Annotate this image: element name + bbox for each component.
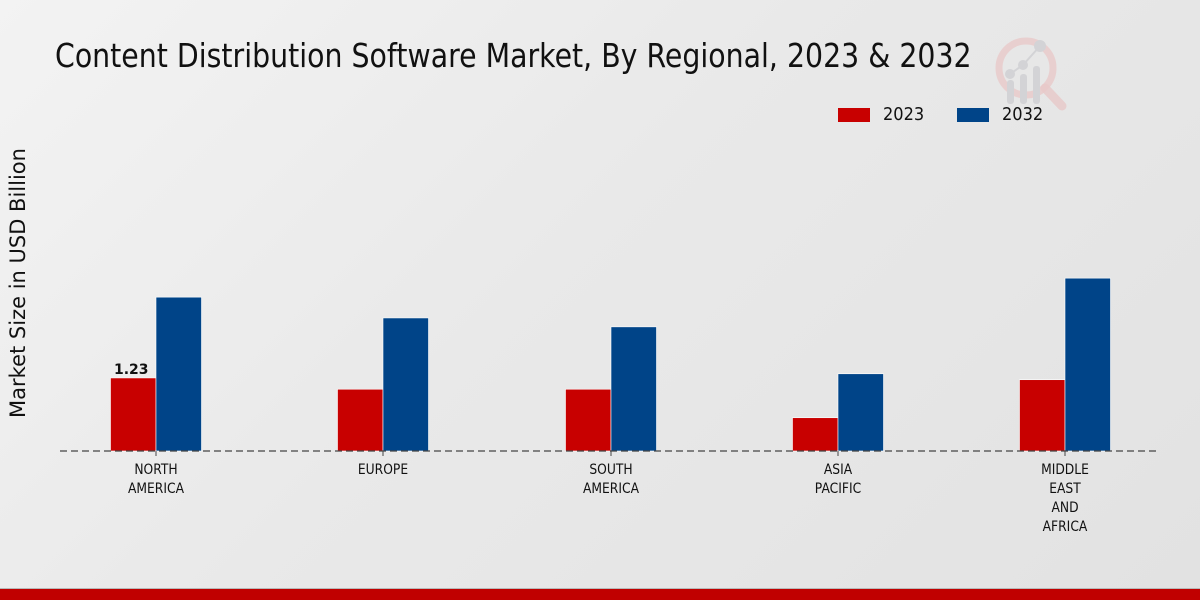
bar-2032-4 (1064, 277, 1111, 452)
bar-2023-0 (110, 377, 157, 452)
footer-bar (0, 588, 1200, 600)
bar-2023-4 (1019, 379, 1066, 452)
legend-item-2032: 2032 (957, 104, 1048, 125)
legend-label-2023: 2023 (883, 104, 925, 125)
bar-2032-1 (382, 317, 429, 452)
data-label-0: 1.23 (114, 362, 149, 378)
x-tick-label-line: ASIA (824, 462, 852, 478)
x-tick-label-line: MIDDLE (1041, 462, 1089, 478)
x-tick-label-line: AMERICA (583, 481, 639, 497)
x-tick-label-2: SOUTH AMERICA (583, 462, 639, 497)
x-tick-label-line: AND (1051, 500, 1078, 516)
legend-swatch-2023 (838, 107, 870, 122)
legend-item-2023: 2023 (838, 104, 929, 125)
bar-2032-2 (610, 326, 657, 452)
x-tick-label-line: SOUTH (589, 462, 632, 478)
x-tick-label-4: MIDDLE EAST AND AFRICA (1041, 462, 1089, 535)
x-tick-label-line: NORTH (134, 462, 177, 478)
bar-2032-0 (155, 296, 202, 452)
bar-2023-3 (792, 417, 839, 452)
watermark-logo-icon (995, 37, 1067, 111)
x-tick-label-line: EUROPE (358, 462, 408, 478)
bar-2023-2 (565, 388, 612, 452)
x-tick-label-line: AFRICA (1043, 519, 1088, 535)
x-tick-label-line: PACIFIC (815, 481, 861, 497)
x-tick-label-0: NORTH AMERICA (128, 462, 184, 497)
x-tick-label-line: EAST (1049, 481, 1081, 497)
bar-2023-1 (337, 388, 384, 452)
x-tick-label-1: EUROPE (358, 462, 408, 478)
x-tick-label-line: AMERICA (128, 481, 184, 497)
bar-2032-3 (837, 373, 884, 452)
x-tick-label-3: ASIA PACIFIC (815, 462, 861, 497)
legend-label-2032: 2032 (1002, 104, 1044, 125)
chart-title: Content Distribution Software Market, By… (55, 36, 972, 75)
legend-swatch-2032 (957, 107, 989, 122)
